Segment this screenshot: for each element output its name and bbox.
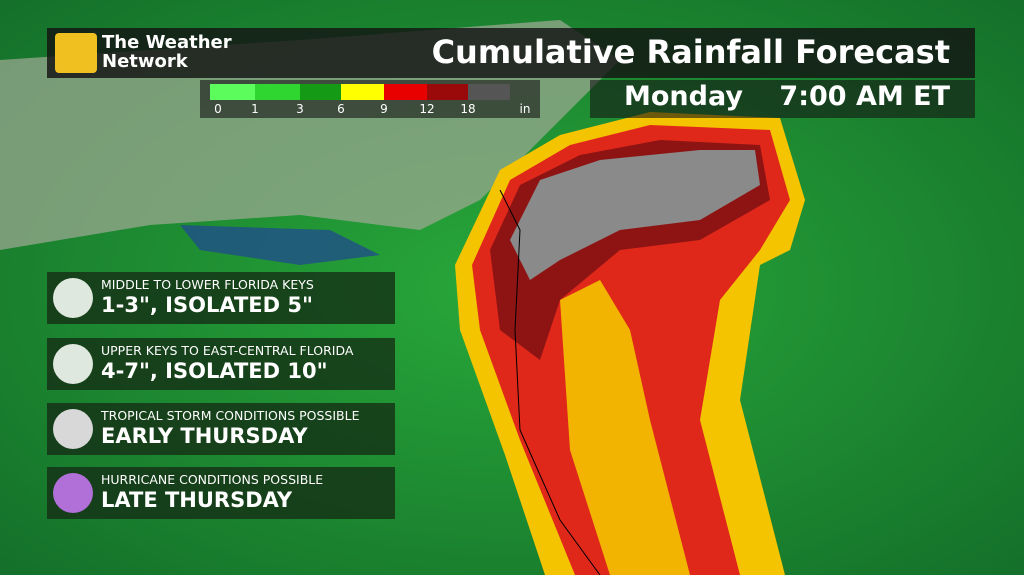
- legend-label: 18: [460, 102, 476, 116]
- legend-label: 1: [251, 102, 259, 116]
- panel-heading: HURRICANE CONDITIONS POSSIBLE: [101, 472, 324, 487]
- panel-icon: [53, 278, 93, 318]
- legend-swatch: [255, 84, 300, 100]
- header-bar: [47, 28, 975, 78]
- legend-label: 0: [214, 102, 222, 116]
- legend-label: 9: [380, 102, 388, 116]
- time-bar: [590, 80, 975, 118]
- legend-swatch: [427, 84, 468, 100]
- rain-gray: [510, 150, 760, 280]
- panel-detail: 1-3", ISOLATED 5": [101, 293, 313, 317]
- info-panel: MIDDLE TO LOWER FLORIDA KEYS 1-3", ISOLAT…: [47, 272, 395, 324]
- legend-label: 12: [419, 102, 435, 116]
- legend-swatch: [300, 84, 341, 100]
- time-day: Monday: [624, 81, 743, 112]
- panel-icon: [53, 344, 93, 384]
- coastline: [499, 189, 601, 575]
- title: Cumulative Rainfall Forecast: [431, 33, 950, 71]
- legend-swatch: [210, 84, 255, 100]
- legend-colors: [210, 84, 510, 100]
- panel-detail: 4-7", ISOLATED 10": [101, 359, 328, 383]
- legend-label: 3: [296, 102, 304, 116]
- panel-heading: UPPER KEYS TO EAST-CENTRAL FLORIDA: [101, 343, 354, 358]
- legend-label: 6: [337, 102, 345, 116]
- panel-detail: EARLY THURSDAY: [101, 424, 308, 448]
- panel-icon: [53, 473, 93, 513]
- panel-icon: [53, 409, 93, 449]
- panel-heading: MIDDLE TO LOWER FLORIDA KEYS: [101, 277, 314, 292]
- panel-heading: TROPICAL STORM CONDITIONS POSSIBLE: [101, 408, 360, 423]
- legend-unit: in: [519, 102, 531, 116]
- info-panel: HURRICANE CONDITIONS POSSIBLE LATE THURSD…: [47, 467, 395, 519]
- brand-line2: Network: [102, 51, 188, 72]
- gulf-water: [180, 225, 380, 265]
- info-panel: UPPER KEYS TO EAST-CENTRAL FLORIDA 4-7", …: [47, 338, 395, 390]
- logo: [55, 33, 97, 73]
- rain-yellow-core: [560, 280, 690, 575]
- legend-swatch: [384, 84, 427, 100]
- panel-detail: LATE THURSDAY: [101, 488, 293, 512]
- brand-line1: The Weather: [102, 32, 232, 53]
- info-panel: TROPICAL STORM CONDITIONS POSSIBLE EARLY …: [47, 403, 395, 455]
- legend-swatch: [468, 84, 510, 100]
- legend-swatch: [341, 84, 384, 100]
- time-clock: 7:00 AM ET: [779, 81, 950, 112]
